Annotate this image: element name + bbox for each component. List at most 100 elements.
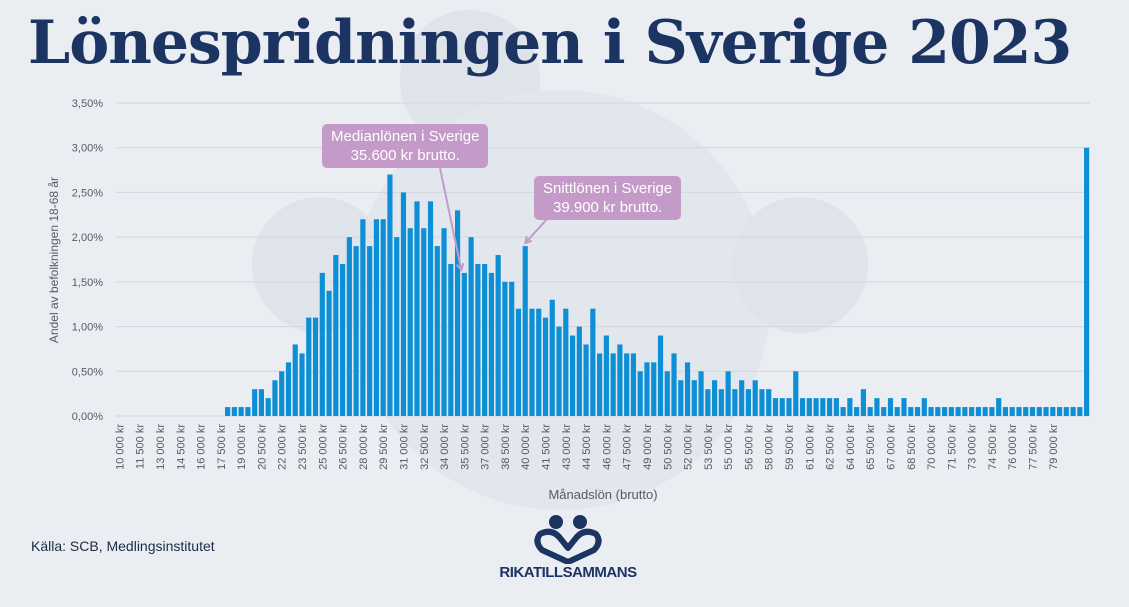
bar [745,389,752,416]
y-tick-label: 0,00% [72,411,103,423]
bar [299,353,305,416]
bar [901,398,907,416]
bar [657,335,664,416]
y-tick-label: 2,50% [72,187,103,199]
bar [400,192,407,416]
x-tick-label: 74 500 kr [987,424,999,470]
bar [1043,407,1049,416]
bar [1056,407,1063,416]
bar [1050,407,1056,416]
bar [739,380,745,416]
x-tick-label: 64 000 kr [845,424,857,470]
x-tick-label: 79 000 kr [1048,424,1060,470]
bar [752,380,758,416]
x-tick-label: 73 000 kr [967,424,979,470]
bar [847,398,853,416]
x-tick-label: 13 000 kr [155,424,167,470]
x-tick-label: 77 500 kr [1028,424,1040,470]
bar [684,362,691,416]
bar [583,344,589,416]
bar [1016,407,1022,416]
y-tick-label: 1,50% [72,277,103,289]
bar [475,263,481,416]
x-tick-label: 40 000 kr [520,424,532,470]
bar [367,246,373,416]
bar [827,398,833,416]
bar [407,228,413,416]
bar [488,272,494,416]
bar [434,246,440,416]
bar [319,272,325,416]
y-tick-label: 1,00% [72,322,103,334]
bar [948,407,954,416]
bar [1029,407,1036,416]
mean-callout: Snittlönen i Sverige 39.900 kr brutto. [534,176,682,220]
median-callout-line2: 35.600 kr brutto. [350,147,460,164]
bar [603,335,609,416]
bar [285,362,292,416]
x-tick-label: 16 000 kr [196,424,208,470]
logo: RIKATILLSAMMANS [490,512,646,584]
mean-callout-line1: Snittlönen i Sverige [543,180,673,197]
bar [448,263,454,416]
bar [1077,407,1083,416]
bar [245,407,251,416]
x-tick-label: 38 500 kr [500,424,512,470]
x-tick-label: 53 500 kr [703,424,715,470]
bar [732,389,738,416]
bar [231,407,237,416]
bar [759,389,765,416]
bar [718,389,724,416]
bar [1002,407,1009,416]
y-axis-label: Andel av befolkningen 18-68 år [47,177,61,343]
y-tick-label: 3,50% [72,98,103,110]
x-tick-label: 29 500 kr [378,424,390,470]
x-tick-label: 71 500 kr [946,424,958,470]
x-tick-label: 56 500 kr [743,424,755,470]
bar [427,201,434,416]
bar [1023,407,1029,416]
x-tick-label: 34 000 kr [439,424,451,470]
logo-people-icon [534,515,602,565]
bar [346,237,352,416]
y-tick-label: 0,50% [72,366,103,378]
bar [637,371,643,416]
bar [454,210,461,416]
x-tick-label: 44 500 kr [581,424,593,470]
x-tick-label: 20 500 kr [256,424,268,470]
bar [360,219,366,416]
bar [651,362,657,416]
bar [617,344,623,416]
x-tick-label: 67 000 kr [885,424,897,470]
bar [509,281,515,416]
x-tick-label: 46 000 kr [601,424,613,470]
bar [461,272,467,416]
y-tick-label: 2,00% [72,232,103,244]
bar [482,263,488,416]
bar [279,371,285,416]
x-tick-label: 11 500 kr [135,424,147,469]
x-tick-label: 62 500 kr [825,424,837,470]
bar [340,263,346,416]
bar [921,398,927,416]
x-tick-label: 25 000 kr [317,424,329,470]
bar [820,398,826,416]
bar [542,317,549,416]
x-tick-label: 65 500 kr [865,424,877,470]
bar [860,389,866,416]
x-tick-label: 70 000 kr [926,424,938,470]
bar [380,219,386,416]
bar [678,380,684,416]
bar [529,308,535,416]
bar [1036,407,1042,416]
mean-arrow [523,217,549,245]
bar [941,407,948,416]
bar [258,389,265,416]
bar [664,371,670,416]
bar [1070,407,1076,416]
bar [225,407,231,416]
bar [725,371,731,416]
bar [854,407,860,416]
bar [840,407,846,416]
